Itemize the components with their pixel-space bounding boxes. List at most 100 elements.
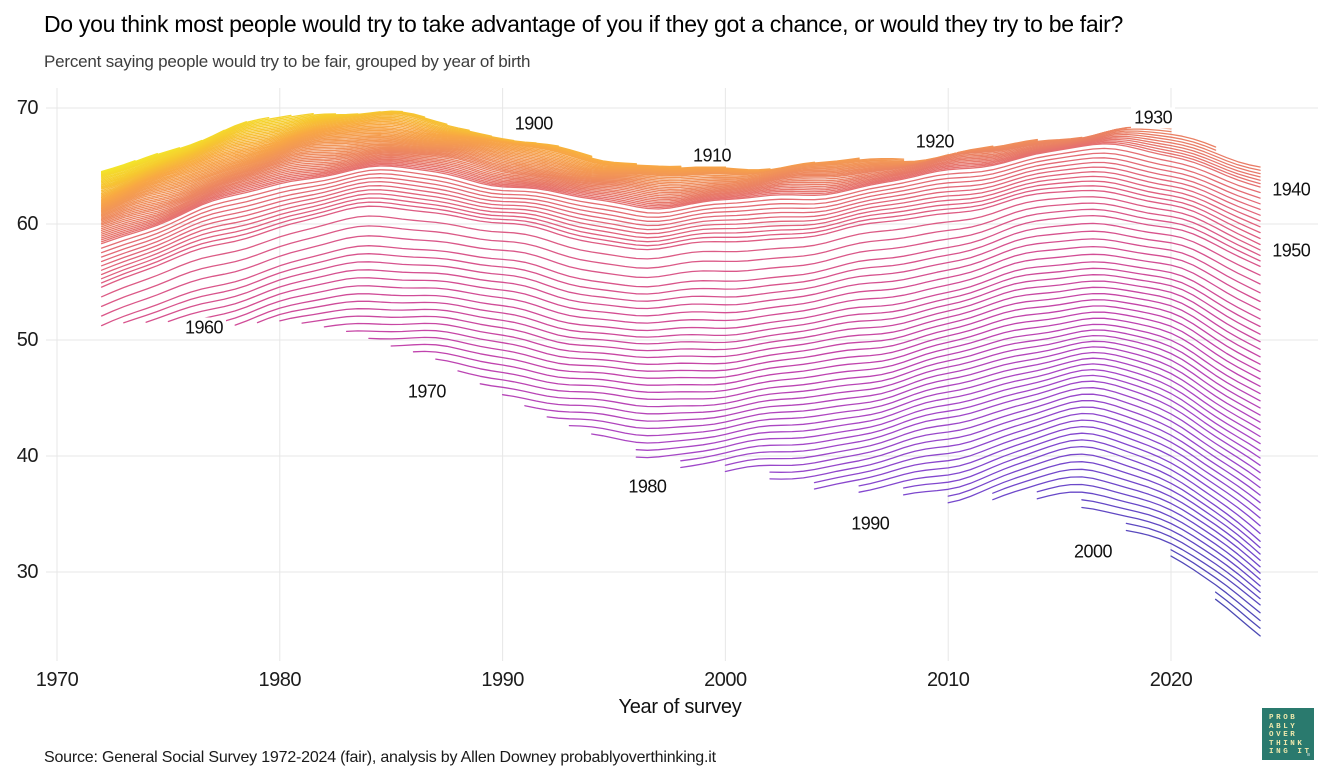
x-tick-label: 2020: [1149, 669, 1193, 691]
cohort-line-1910: [100, 126, 727, 203]
probablyoverthinking-logo: PROB ABLY OVER THINK ING IT: [1262, 708, 1314, 760]
cohort-line-2002: [1170, 555, 1261, 622]
cohort-line-1955: [123, 222, 1261, 324]
logo-registered-mark: [1307, 753, 1310, 756]
cohort-line-1990: [902, 445, 1261, 542]
cohort-line-1892: [100, 113, 314, 180]
cohort-line-1987: [858, 425, 1261, 519]
cohort-line-1937: [100, 138, 1261, 239]
cohort-line-1974: [546, 346, 1261, 430]
cohort-line-1964: [323, 286, 1261, 359]
cohort-line-1908: [100, 123, 682, 201]
cohort-line-1924: [100, 138, 1038, 218]
x-tick-label: 1970: [35, 669, 79, 691]
cohort-line-1921: [100, 142, 949, 214]
cohort-line-1936: [100, 137, 1261, 237]
x-tick-label: 1980: [258, 669, 302, 691]
logo-text-line: OVER: [1269, 731, 1298, 740]
birth-year-label-1930: 1930: [1131, 107, 1176, 129]
cohort-line-1999: [1125, 522, 1261, 600]
chart-subtitle: Percent saying people would try to be fa…: [44, 52, 531, 71]
cohort-line-1942: [100, 152, 1261, 254]
cohort-line-1954: [100, 214, 1261, 327]
cohort-line-1966: [368, 299, 1261, 372]
birth-year-label-1910: 1910: [690, 145, 735, 167]
cohort-line-2004: [1214, 598, 1261, 637]
cohort-line-1979: [680, 374, 1261, 462]
cohort-line-1973: [524, 340, 1261, 422]
cohort-line-1976: [591, 357, 1261, 444]
cohort-line-1981: [724, 387, 1261, 474]
cohort-line-1914: [100, 132, 816, 207]
cohort-line-1909: [100, 125, 682, 202]
cohort-line-1946: [100, 171, 1261, 271]
logo-text-line: ING IT: [1269, 748, 1312, 757]
cohort-line-1940: [100, 143, 1261, 245]
birth-year-label-1980: 1980: [625, 476, 670, 498]
cohort-line-1948: [100, 180, 1261, 280]
cohort-line-1935: [100, 135, 1261, 235]
x-tick-label: 2010: [926, 669, 970, 691]
cohort-line-1906: [100, 120, 637, 199]
cohort-line-1934: [100, 133, 1261, 233]
cohort-line-1911: [100, 128, 727, 204]
birth-year-label-1940: 1940: [1269, 179, 1314, 201]
cohort-line-1895: [100, 111, 381, 184]
cohort-line-1931: [100, 128, 1172, 228]
logo-text-line: THINK: [1269, 739, 1305, 748]
cohort-line-1969: [435, 317, 1261, 393]
cohort-line-1986: [813, 419, 1261, 511]
cohort-line-1902: [100, 115, 537, 193]
x-tick-label: 2000: [704, 669, 747, 691]
cohort-line-1968: [412, 311, 1261, 386]
cohort-line-1956: [145, 230, 1261, 323]
cohort-line-1992: [947, 461, 1261, 555]
cohort-line-1939: [100, 141, 1261, 243]
cohort-line-1995: [1036, 483, 1261, 574]
cohort-line-1890: [100, 116, 270, 178]
cohort-line-1961: [256, 267, 1261, 338]
cohort-line-1923: [100, 144, 994, 217]
cohort-line-1945: [100, 166, 1261, 267]
cohort-line-1997: [1081, 499, 1261, 587]
birth-year-label-1920: 1920: [912, 131, 957, 153]
chart-title: Do you think most people would try to ta…: [44, 11, 1124, 37]
cohort-line-1975: [568, 351, 1261, 437]
cohort-line-1886: [100, 147, 181, 174]
cohort-line-1980: [680, 380, 1261, 469]
cohort-line-1885: [100, 152, 158, 173]
cohort-line-1989: [902, 439, 1261, 535]
cohort-line-1988: [858, 432, 1261, 527]
cohort-line-1938: [100, 140, 1261, 241]
cohort-line-1884: [100, 160, 136, 173]
cohort-line-1971: [479, 329, 1261, 408]
cohort-line-2003: [1214, 591, 1261, 629]
cohort-line-1947: [100, 175, 1261, 276]
cohort-line-1959: [212, 253, 1261, 325]
cohort-line-1893: [100, 113, 337, 181]
cohort-line-1982: [724, 393, 1261, 481]
cohort-line-1901: [100, 113, 515, 192]
cohort-line-1930: [100, 126, 1172, 226]
cohort-line-1916: [100, 135, 860, 209]
cohort-line-1983: [769, 400, 1261, 489]
cohort-line-1941: [100, 147, 1261, 249]
cohort-line-1907: [100, 122, 637, 200]
cohort-line-1912: [100, 129, 771, 205]
cohort-line-1991: [947, 453, 1261, 549]
birth-year-label-1970: 1970: [404, 381, 449, 403]
cohort-line-1962: [279, 274, 1261, 345]
cohort-line-1950: [100, 189, 1261, 288]
birth-year-label-2000: 2000: [1070, 541, 1116, 563]
cohort-line-1922: [100, 143, 994, 216]
x-tick-label: 1990: [481, 669, 524, 691]
cohort-line-1933: [100, 132, 1217, 232]
cohort-line-1943: [100, 157, 1261, 258]
cohort-line-1963: [301, 280, 1261, 352]
cohort-line-1965: [345, 292, 1261, 365]
cohort-line-1951: [100, 196, 1261, 298]
cohort-line-1984: [769, 406, 1261, 496]
cohort-line-1972: [501, 334, 1261, 415]
